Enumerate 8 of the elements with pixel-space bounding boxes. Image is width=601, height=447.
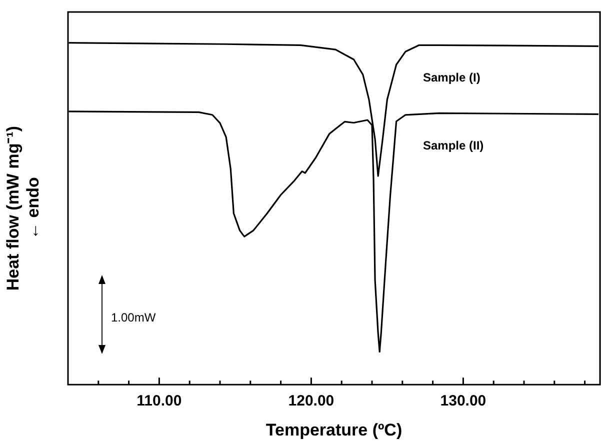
- text: Sample (I): [423, 70, 480, 84]
- x-axis-title: Temperature (ºC): [266, 420, 402, 440]
- annotation: 1.00mW: [111, 310, 156, 324]
- x-tick-label: 110.00: [136, 392, 182, 410]
- text: Sample (II): [423, 138, 484, 153]
- y-axis-title: Heat flow (mW mg⁻¹) ← endo: [4, 126, 43, 291]
- x-tick-label: 130.00: [440, 392, 486, 410]
- x-tick-label: 120.00: [288, 392, 334, 410]
